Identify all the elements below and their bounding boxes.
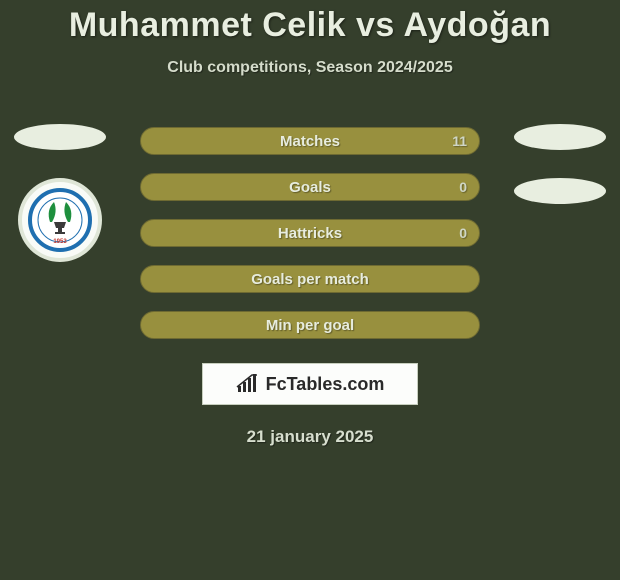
stat-right-value: 0 [459,179,467,195]
bar-chart-icon [236,374,260,394]
stat-right-value: 11 [452,133,467,149]
stat-row-mpg: Min per goal [140,311,480,339]
stat-label: Matches [280,133,340,150]
page-subtitle: Club competitions, Season 2024/2025 [0,59,620,77]
right-avatar-col [514,124,606,262]
left-player-avatar [14,124,106,150]
stats-group: Matches 11 Goals 0 Hattricks 0 Goals per… [140,127,480,339]
brand-text: FcTables.com [266,374,385,395]
rizespor-badge-icon: 1953 [28,188,92,252]
stat-row-matches: Matches 11 [140,127,480,155]
stat-label: Min per goal [266,317,354,334]
stat-label: Goals [289,179,331,196]
page-title: Muhammet Celik vs Aydoğan [0,0,620,45]
badge-year: 1953 [53,239,67,245]
stat-row-goals: Goals 0 [140,173,480,201]
stat-right-value: 0 [459,225,467,241]
stat-row-gpm: Goals per match [140,265,480,293]
stat-label: Hattricks [278,225,342,242]
left-avatar-col: 1953 [14,124,106,262]
date-text: 21 january 2025 [0,427,620,447]
stat-label: Goals per match [251,271,369,288]
right-player-avatar [514,124,606,150]
left-club-badge: 1953 [18,178,102,262]
brand-box[interactable]: FcTables.com [202,363,418,405]
right-secondary-ellipse [514,178,606,204]
stat-row-hattricks: Hattricks 0 [140,219,480,247]
